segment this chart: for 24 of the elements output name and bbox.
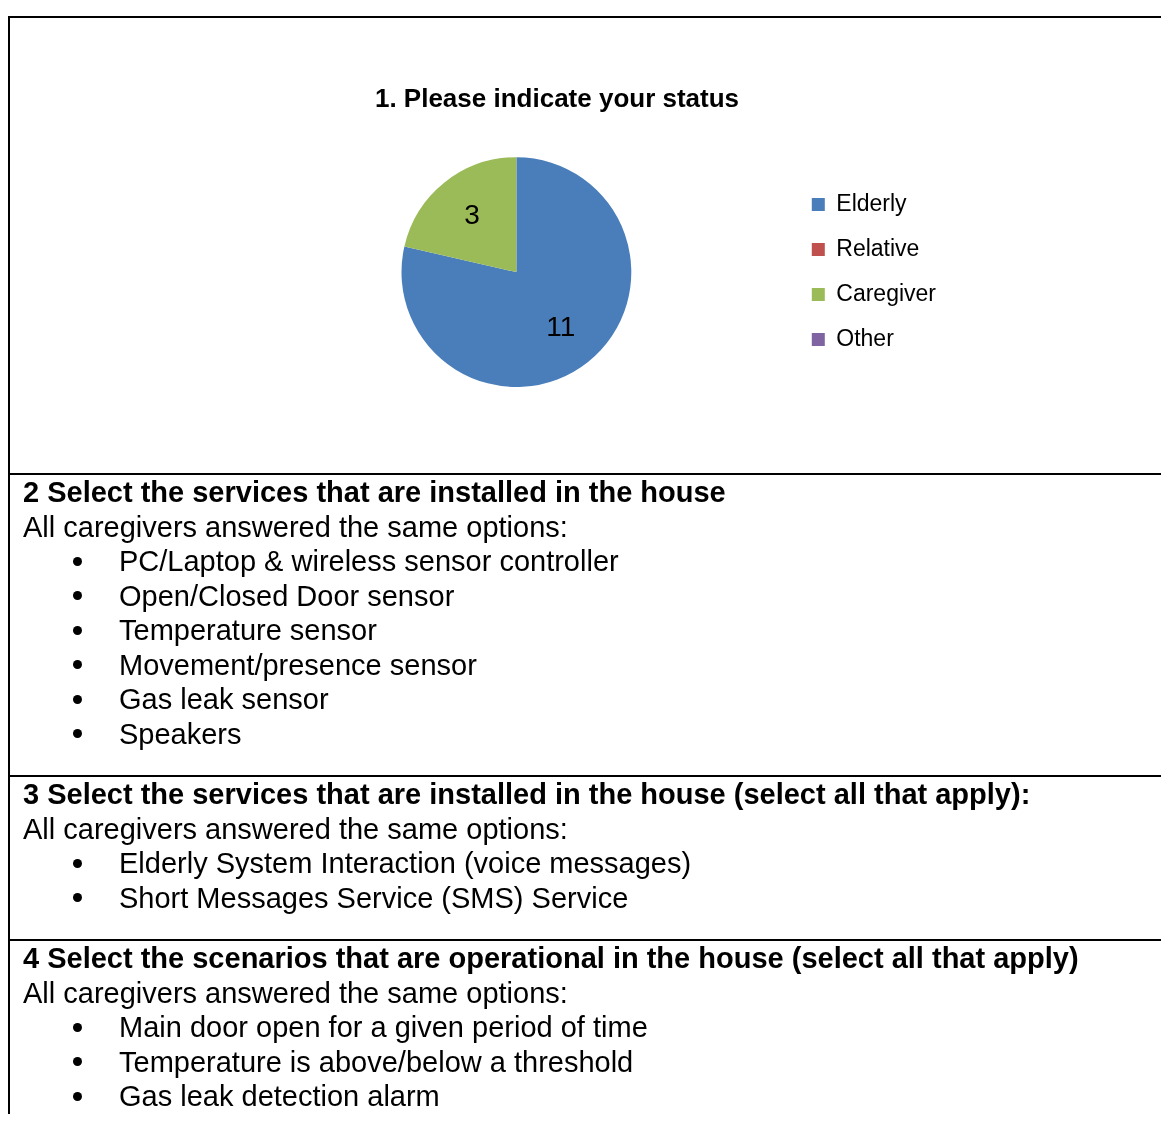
text: All caregivers answered the same options: — [23, 509, 569, 544]
data-label: 11 — [546, 310, 576, 342]
text: All caregivers answered the same options: — [23, 811, 569, 846]
legend-label: Relative — [836, 234, 920, 261]
text: Elderly System Interaction (voice messages) — [119, 846, 692, 881]
text: PC/Laptop & wireless sensor controller — [119, 544, 619, 579]
legend-label: Other — [836, 324, 895, 351]
data-label: 3 — [464, 199, 480, 231]
text: 2 Select the services that are installed in the house — [23, 475, 727, 510]
text: Temperature is above/below a threshold — [119, 1044, 634, 1079]
text: Speakers — [119, 716, 242, 751]
text: Gas leak detection alarm — [119, 1079, 440, 1114]
text: Main door open for a given period of time — [119, 1010, 648, 1045]
text: 3 Select the services that are installed in the house (select all that apply): — [23, 777, 1032, 812]
text: Short Messages Service (SMS) Service — [119, 880, 629, 915]
text: Gas leak sensor — [119, 682, 329, 717]
text: 4 Select the scenarios that are operational in the house (select all that apply) — [23, 941, 1080, 976]
legend-label: Caregiver — [836, 279, 937, 306]
text: Movement/presence sensor — [119, 647, 477, 682]
text: Temperature sensor — [119, 613, 377, 648]
chart-title: 1. Please indicate your status — [374, 82, 740, 113]
text: Open/Closed Door sensor — [119, 578, 455, 613]
text: All caregivers answered the same options: — [23, 975, 569, 1010]
legend-label: Elderly — [836, 189, 908, 216]
